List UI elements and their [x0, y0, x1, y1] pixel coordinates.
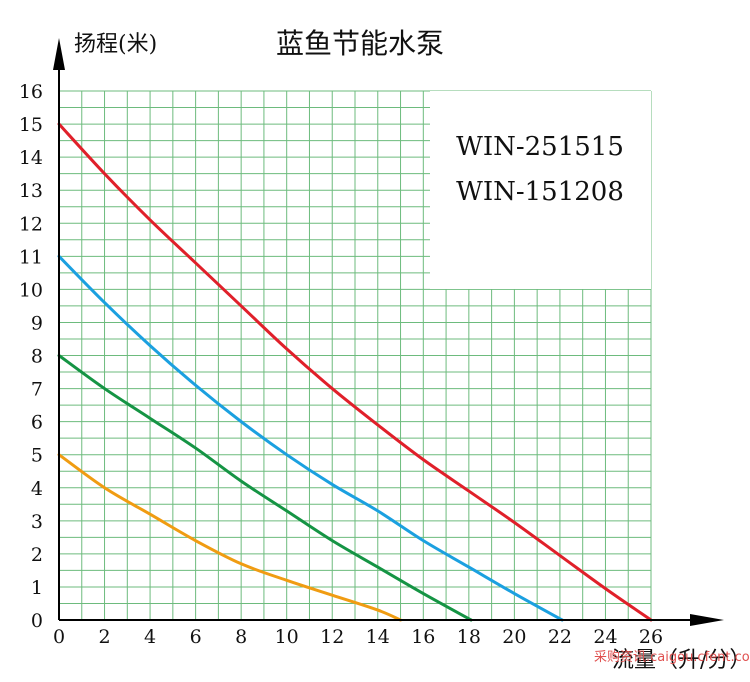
series-line-2: [57, 254, 564, 622]
x-tick-label: 26: [639, 626, 663, 648]
model-label-1: WIN-251515: [456, 132, 624, 162]
x-tick-label: 20: [502, 626, 526, 648]
series-line-4: [57, 453, 403, 622]
x-tick-label: 22: [548, 626, 572, 648]
x-tick-label: 2: [98, 626, 110, 648]
y-tick-label: 3: [31, 511, 43, 533]
x-tick-label: 14: [366, 626, 390, 648]
y-axis-arrow: [53, 38, 65, 70]
x-axis-title: 流量（升/分）: [612, 648, 750, 673]
y-tick-label: 7: [31, 379, 43, 401]
y-tick-label: 16: [19, 81, 43, 103]
x-tick-label: 6: [190, 626, 202, 648]
y-tick-label: 2: [31, 544, 43, 566]
x-tick-label: 18: [457, 626, 481, 648]
y-tick-label: 15: [19, 114, 43, 136]
y-tick-label: 10: [19, 279, 43, 301]
series-group: [57, 122, 653, 622]
chart-title: 蓝鱼节能水泵: [276, 27, 444, 60]
x-tick-label: 24: [593, 626, 617, 648]
y-tick-label: 9: [31, 312, 43, 334]
y-tick-label: 5: [31, 445, 43, 467]
x-axis-arrow: [690, 614, 724, 626]
x-tick-label: 12: [320, 626, 344, 648]
x-tick-label: 16: [411, 626, 435, 648]
x-tick-label: 8: [235, 626, 247, 648]
x-tick-label: 4: [144, 626, 156, 648]
y-tick-label: 8: [31, 346, 43, 368]
y-tick-label: 13: [19, 180, 43, 202]
series-line-1: [57, 122, 653, 622]
y-tick-label: 0: [31, 610, 43, 632]
series-line-3: [57, 354, 473, 622]
x-tick-label: 0: [53, 626, 65, 648]
watermark: 采购资讯.caigou.cfent.com: [594, 649, 750, 665]
y-tick-label: 12: [19, 213, 43, 235]
y-tick-label: 1: [31, 577, 43, 599]
y-tick-label: 11: [19, 246, 43, 268]
y-tick-label: 6: [31, 412, 43, 434]
y-axis-title: 扬程(米): [74, 32, 157, 57]
x-tick-label: 10: [275, 626, 299, 648]
x-tick-labels: 0 2 4 6 8 10 12 14 16 18 20 22 24 26: [53, 626, 663, 648]
axes: [53, 38, 724, 626]
model-box: WIN-251515 WIN-151208: [430, 91, 651, 289]
y-tick-label: 14: [19, 147, 43, 169]
y-tick-label: 4: [31, 478, 43, 500]
model-label-2: WIN-151208: [456, 177, 624, 207]
